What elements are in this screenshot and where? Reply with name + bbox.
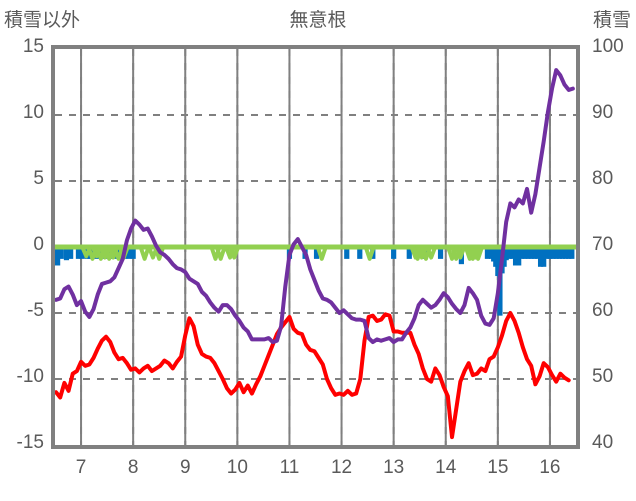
x-tick-label: 16 — [539, 457, 561, 478]
right-tick-label: 40 — [592, 432, 614, 453]
right-tick-label: 60 — [592, 300, 614, 321]
right-tick-label: 70 — [592, 234, 614, 255]
right-axis-unit-label: 積雪 — [592, 10, 631, 31]
right-tick-label: 100 — [592, 36, 624, 57]
left-tick-label: -5 — [27, 300, 44, 321]
green-zero-series — [55, 244, 576, 261]
left-axis-unit-label: 積雪以外 — [4, 10, 81, 31]
left-tick-label: 10 — [22, 102, 44, 123]
right-tick-label: 90 — [592, 102, 614, 123]
chart-title: 無意根 — [289, 10, 347, 31]
x-tick-label: 14 — [435, 457, 457, 478]
x-tick-label: 8 — [127, 457, 139, 478]
x-tick-label: 7 — [75, 457, 87, 478]
x-tick-label: 11 — [279, 457, 300, 478]
right-tick-label: 50 — [592, 366, 614, 387]
left-tick-label: -15 — [16, 432, 44, 453]
left-tick-label: 15 — [22, 36, 44, 57]
x-tick-label: 13 — [383, 457, 405, 478]
left-tick-label: 0 — [33, 234, 44, 255]
x-tick-label: 9 — [179, 457, 191, 478]
chart-canvas — [55, 49, 576, 445]
right-tick-label: 80 — [592, 168, 614, 189]
purple-line-series — [55, 68, 575, 345]
x-tick-label: 10 — [226, 457, 248, 478]
x-tick-label: 12 — [330, 457, 353, 478]
left-tick-label: 5 — [33, 168, 44, 189]
left-tick-label: -10 — [16, 366, 44, 387]
x-tick-label: 15 — [487, 457, 509, 478]
plot-area — [51, 45, 580, 449]
red-line-series — [55, 311, 571, 440]
